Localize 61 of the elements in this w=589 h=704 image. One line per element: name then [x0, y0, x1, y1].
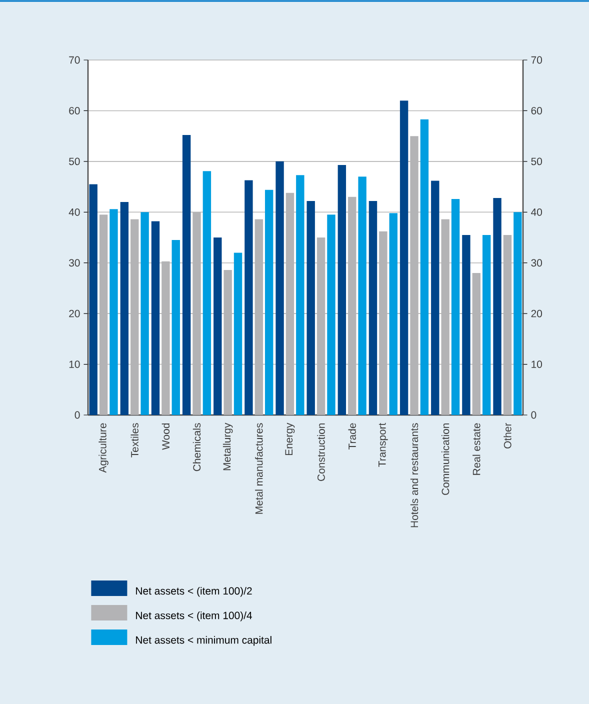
x-tick-label: Real estate — [472, 423, 480, 475]
y-tick-label: 20 — [531, 310, 542, 318]
x-tick-label: Energy — [285, 422, 295, 456]
bar — [327, 214, 336, 415]
bar — [214, 238, 222, 415]
x-tick-label: Metal manufactures — [255, 423, 263, 514]
bar — [306, 200, 315, 415]
bar — [358, 176, 366, 415]
x-tick-label: Communication — [441, 423, 450, 495]
bar — [110, 209, 118, 415]
x-tick-label: Trade — [348, 423, 356, 450]
bar — [482, 234, 491, 415]
x-tick-label: Construction — [317, 423, 325, 481]
bar — [89, 184, 98, 415]
y2-tick-label: 50 — [69, 158, 80, 166]
x-tick-label: Metallurgy — [222, 422, 233, 470]
bar — [420, 119, 429, 415]
bar — [338, 164, 346, 415]
x-tick-label: Textiles — [130, 423, 138, 458]
legend-label: Net assets < (item 100)/4 — [136, 611, 252, 622]
bar — [462, 234, 470, 415]
bar — [202, 171, 212, 415]
y-tick-label: 0 — [531, 411, 536, 419]
bar — [234, 252, 242, 415]
bar — [389, 213, 398, 415]
bar — [120, 202, 129, 415]
bar — [451, 198, 460, 415]
x-tick-label: Other — [504, 422, 512, 448]
bar — [400, 100, 408, 415]
y2-tick-label: 40 — [68, 208, 80, 216]
y-tick-label: 50 — [531, 158, 542, 166]
y-tick-label: 10 — [532, 360, 542, 368]
bar — [493, 198, 502, 415]
x-tick-label: Transport — [378, 422, 388, 467]
x-tick-label: Chemicals — [192, 423, 201, 472]
x-tick-label: Hotels and restaurants — [410, 423, 418, 528]
y2-tick-label: 0 — [74, 411, 80, 419]
legend-label: Net assets < (item 100)/2 — [136, 586, 252, 597]
x-tick-label: Agriculture — [98, 423, 108, 473]
y-tick-label: 70 — [531, 56, 542, 64]
bar — [244, 180, 253, 415]
y-tick-label: 60 — [531, 107, 542, 114]
bar — [431, 180, 440, 415]
y2-tick-label: 30 — [68, 259, 80, 267]
bar — [264, 190, 274, 415]
y2-tick-label: 20 — [69, 310, 80, 318]
y2-tick-label: 60 — [69, 107, 80, 114]
bar — [172, 240, 180, 415]
x-tick-label: Wood — [162, 423, 170, 450]
bar — [514, 212, 522, 415]
y2-tick-label: 10 — [69, 360, 80, 368]
bar — [140, 212, 149, 415]
bar — [368, 200, 378, 415]
legend-label: Net assets < minimum capital — [136, 636, 272, 646]
y-tick-label: 40 — [531, 208, 542, 216]
y2-tick-label: 70 — [69, 56, 80, 64]
y-tick-label: 30 — [531, 259, 542, 267]
bar — [296, 175, 304, 415]
bar — [182, 135, 191, 415]
bar — [276, 161, 284, 415]
bar — [151, 221, 160, 415]
